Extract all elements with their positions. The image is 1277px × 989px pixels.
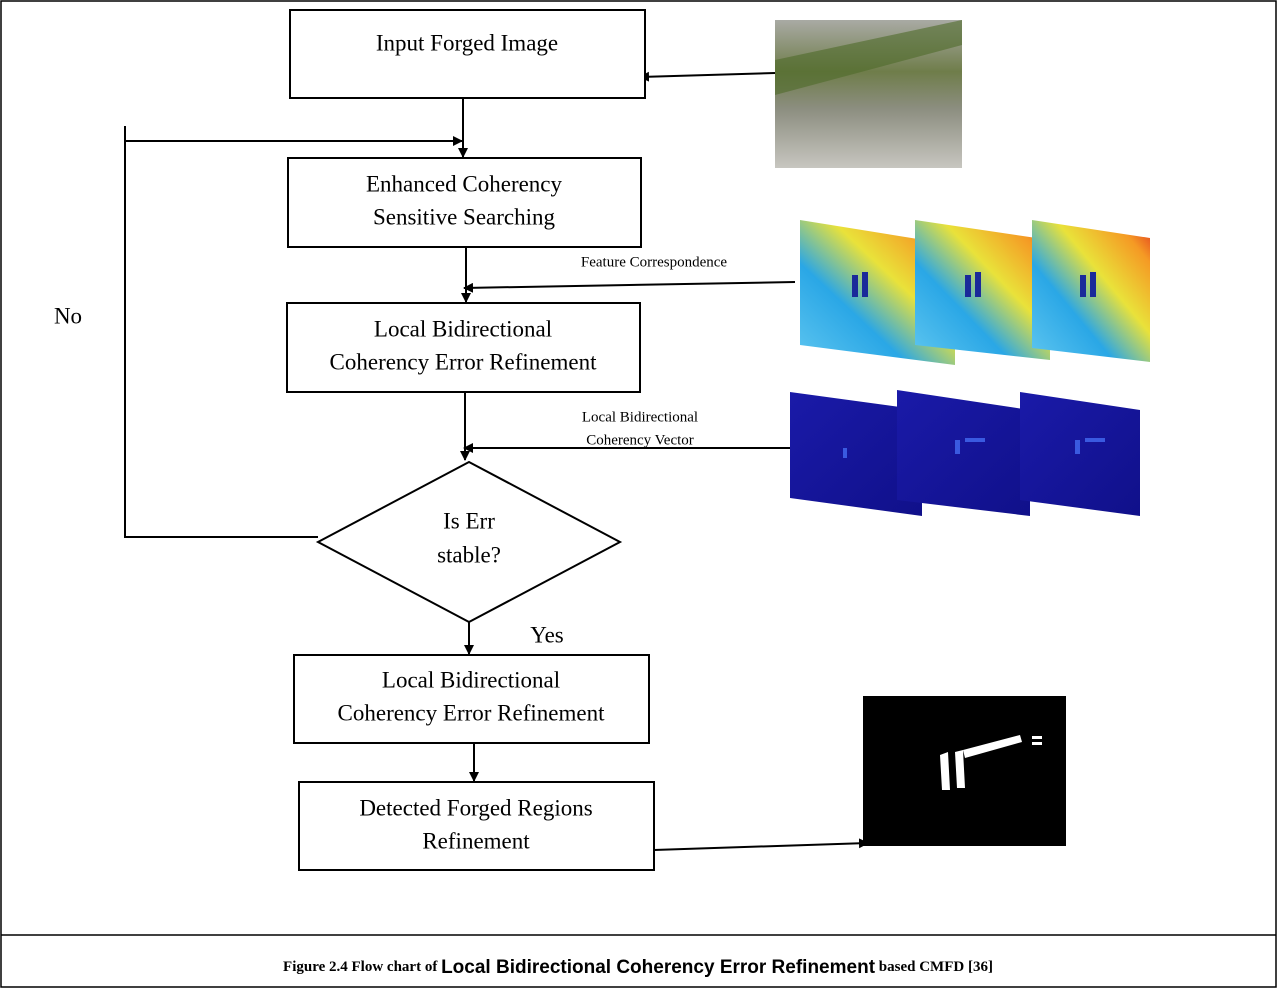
node-label: Detected Forged Regions — [359, 795, 592, 820]
feature-label: Feature Correspondence — [581, 254, 728, 270]
node-label: Input Forged Image — [376, 30, 558, 55]
node-label: stable? — [437, 542, 501, 567]
caption-prefix: Figure 2.4 Flow chart of — [283, 959, 441, 975]
node-label: Local Bidirectional — [374, 316, 552, 341]
node-refinement-2: Local Bidirectional Coherency Error Refi… — [294, 655, 649, 743]
no-label: No — [54, 303, 82, 328]
vector-maps — [790, 390, 1140, 516]
vector-label: Coherency Vector — [586, 432, 694, 448]
node-refinement: Local Bidirectional Coherency Error Refi… — [287, 303, 640, 392]
figure: Input Forged Image Enhanced Coherency Se… — [0, 0, 1277, 989]
caption-emphasis: Local Bidirectional Coherency Error Refi… — [441, 957, 876, 978]
caption-suffix: based CMFD [36] — [875, 959, 993, 975]
node-label: Enhanced Coherency — [366, 171, 563, 196]
node-label: Coherency Error Refinement — [330, 349, 598, 374]
node-decision: Is Err stable? — [318, 462, 620, 622]
node-label: Sensitive Searching — [373, 204, 556, 229]
input-photo — [775, 20, 962, 168]
node-label: Coherency Error Refinement — [338, 700, 606, 725]
node-label: Is Err — [443, 508, 495, 533]
node-searching: Enhanced Coherency Sensitive Searching — [288, 158, 641, 247]
node-label: Local Bidirectional — [382, 667, 560, 692]
feature-maps — [800, 220, 1150, 365]
node-input: Input Forged Image — [290, 10, 645, 98]
yes-label: Yes — [530, 622, 564, 647]
output-mask — [863, 696, 1066, 846]
vector-label: Local Bidirectional — [582, 409, 698, 425]
caption: Figure 2.4 Flow chart of Local Bidirecti… — [283, 957, 993, 978]
node-detected: Detected Forged Regions Refinement — [299, 782, 654, 870]
node-label: Refinement — [422, 828, 530, 853]
